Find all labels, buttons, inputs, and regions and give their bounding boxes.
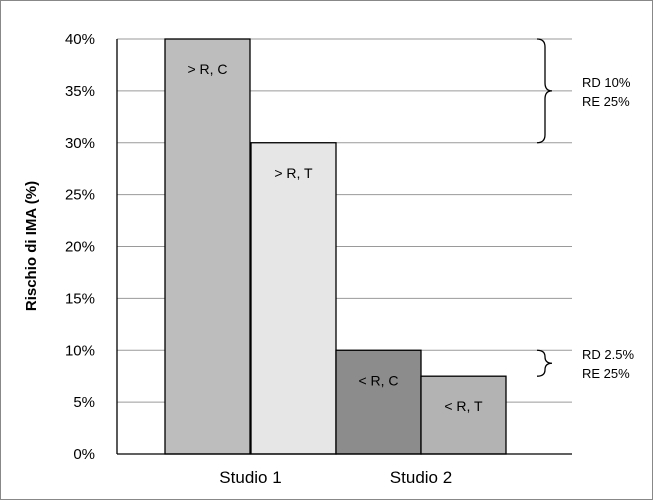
y-tick-label: 5%	[73, 394, 95, 411]
y-axis-label: Rischio di IMA (%)	[23, 181, 40, 311]
bar-label: > R, C	[187, 61, 227, 77]
y-tick-label: 0%	[73, 446, 95, 463]
y-tick-label: 35%	[65, 83, 95, 100]
annotation-re: RE 25%	[582, 94, 630, 109]
y-tick-label: 40%	[65, 31, 95, 48]
annotations: RD 10% RE 25% RD 2.5% RE 25%	[536, 38, 634, 381]
axes	[116, 39, 572, 455]
annotation-rd: RD 10%	[582, 75, 631, 90]
bar	[164, 38, 251, 455]
bars: > R, C > R, T < R, C < R, T	[164, 38, 507, 455]
category-label: Studio 2	[390, 468, 452, 487]
annotation-re: RE 25%	[582, 366, 630, 381]
y-tick-label: 20%	[65, 239, 95, 256]
y-tick-label: 10%	[65, 342, 95, 359]
y-tick-label: 25%	[65, 187, 95, 204]
x-category-labels: Studio 1 Studio 2	[219, 468, 452, 487]
y-tick-label: 15%	[65, 290, 95, 307]
brace	[536, 349, 553, 377]
brace	[536, 38, 553, 144]
category-label: Studio 1	[219, 468, 281, 487]
y-tick-labels: 0% 5% 10% 15% 20% 25% 30% 35% 40%	[65, 31, 95, 463]
y-tick-label: 30%	[65, 135, 95, 152]
bar-label: < R, T	[444, 398, 483, 414]
bar-label: > R, T	[274, 165, 313, 181]
annotation-rd: RD 2.5%	[582, 347, 634, 362]
bar	[335, 349, 422, 455]
bar-label: < R, C	[358, 372, 398, 388]
bar	[420, 375, 507, 455]
bar	[250, 142, 337, 455]
